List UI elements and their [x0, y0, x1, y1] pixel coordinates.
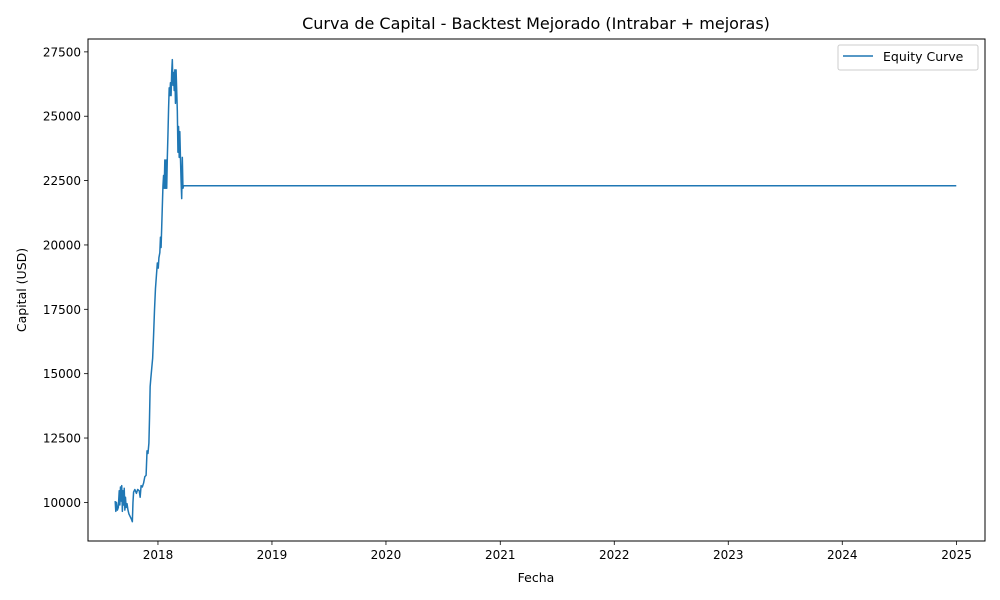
y-tick-label: 10000 [43, 496, 81, 510]
plot-area [88, 39, 985, 541]
legend-label: Equity Curve [883, 49, 964, 64]
x-axis-label: Fecha [518, 570, 555, 585]
y-tick-label: 20000 [43, 238, 81, 252]
x-tick-label: 2025 [941, 548, 972, 562]
x-tick-label: 2021 [485, 548, 516, 562]
x-tick-label: 2019 [257, 548, 288, 562]
x-axis: 2018 2019 2020 2021 2022 2023 2024 2025 [143, 541, 972, 562]
legend: Equity Curve [837, 44, 979, 71]
y-tick-label: 15000 [43, 367, 81, 381]
legend-box [837, 44, 979, 71]
y-tick-label: 27500 [43, 45, 81, 59]
y-axis-label: Capital (USD) [14, 248, 29, 332]
x-tick-label: 2020 [371, 548, 402, 562]
x-tick-label: 2022 [599, 548, 630, 562]
y-tick-label: 17500 [43, 303, 81, 317]
x-tick-label: 2018 [143, 548, 174, 562]
plot-frame [87, 38, 986, 542]
chart-title: Curva de Capital - Backtest Mejorado (In… [302, 14, 770, 33]
equity-curve-line [114, 58, 957, 523]
y-tick-label: 25000 [43, 110, 81, 124]
y-tick-label: 22500 [43, 174, 81, 188]
y-axis: 10000 12500 15000 17500 20000 22500 25000 27500 [43, 45, 88, 510]
x-tick-label: 2023 [713, 548, 744, 562]
y-tick-label: 12500 [43, 432, 81, 446]
x-tick-label: 2024 [827, 548, 858, 562]
